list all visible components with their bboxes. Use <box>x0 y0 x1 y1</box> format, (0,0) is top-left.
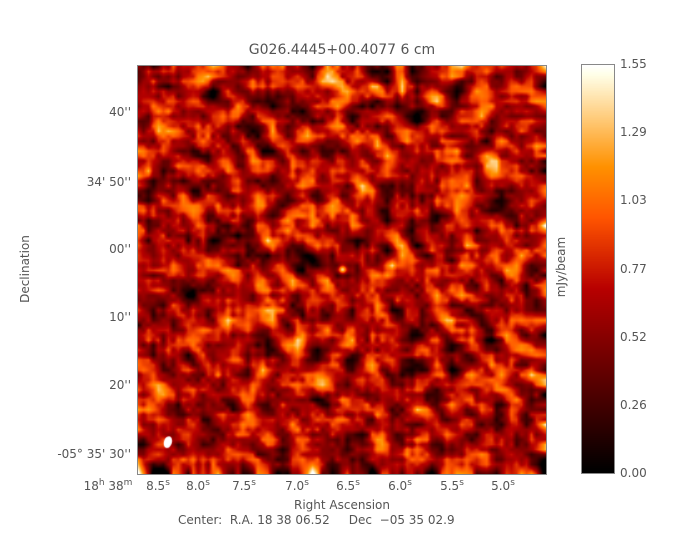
colorbar-tick-label: 1.29 <box>620 125 647 140</box>
colorbar-label: mJy/beam <box>554 236 568 298</box>
colorbar-tick-label: 0.77 <box>620 261 647 276</box>
colorbar-tick-label: 0.00 <box>620 466 647 481</box>
x-tick-label: 8.0s <box>186 478 210 493</box>
colorbar <box>581 64 615 474</box>
y-tick-label: -05° 35' 30'' <box>57 447 131 461</box>
x-tick-label: 7.0s <box>285 478 309 493</box>
x-tick-label: 7.5s <box>232 478 256 493</box>
x-axis-label: Right Ascension <box>294 498 390 512</box>
chart-title: G026.4445+00.4077 6 cm <box>248 42 436 58</box>
x-tick-label: 6.5s <box>336 478 360 493</box>
y-axis-label: Declination <box>18 235 32 303</box>
colorbar-tick-label: 0.52 <box>620 329 647 344</box>
x-tick-label: 6.0s <box>388 478 412 493</box>
y-tick-label: 20'' <box>109 378 131 392</box>
x-tick-label: 5.5s <box>440 478 464 493</box>
x-tick-label: 5.0s <box>491 478 515 493</box>
center-coordinates: Center: R.A. 18 38 06.52 Dec −05 35 02.9 <box>178 513 455 527</box>
y-tick-label: 40'' <box>109 105 131 119</box>
colorbar-tick-label: 1.55 <box>620 57 647 71</box>
colorbar-tick-label: 1.03 <box>620 193 647 208</box>
radio-map-image <box>137 65 547 475</box>
colorbar-tick-label: 0.26 <box>620 398 647 412</box>
y-tick-label: 10'' <box>109 310 131 324</box>
x-tick-label: 18h 38m <box>83 478 133 493</box>
y-tick-label: 00'' <box>109 242 131 256</box>
x-tick-label: 8.5s <box>146 478 170 493</box>
y-tick-label: 34' 50'' <box>86 175 131 189</box>
